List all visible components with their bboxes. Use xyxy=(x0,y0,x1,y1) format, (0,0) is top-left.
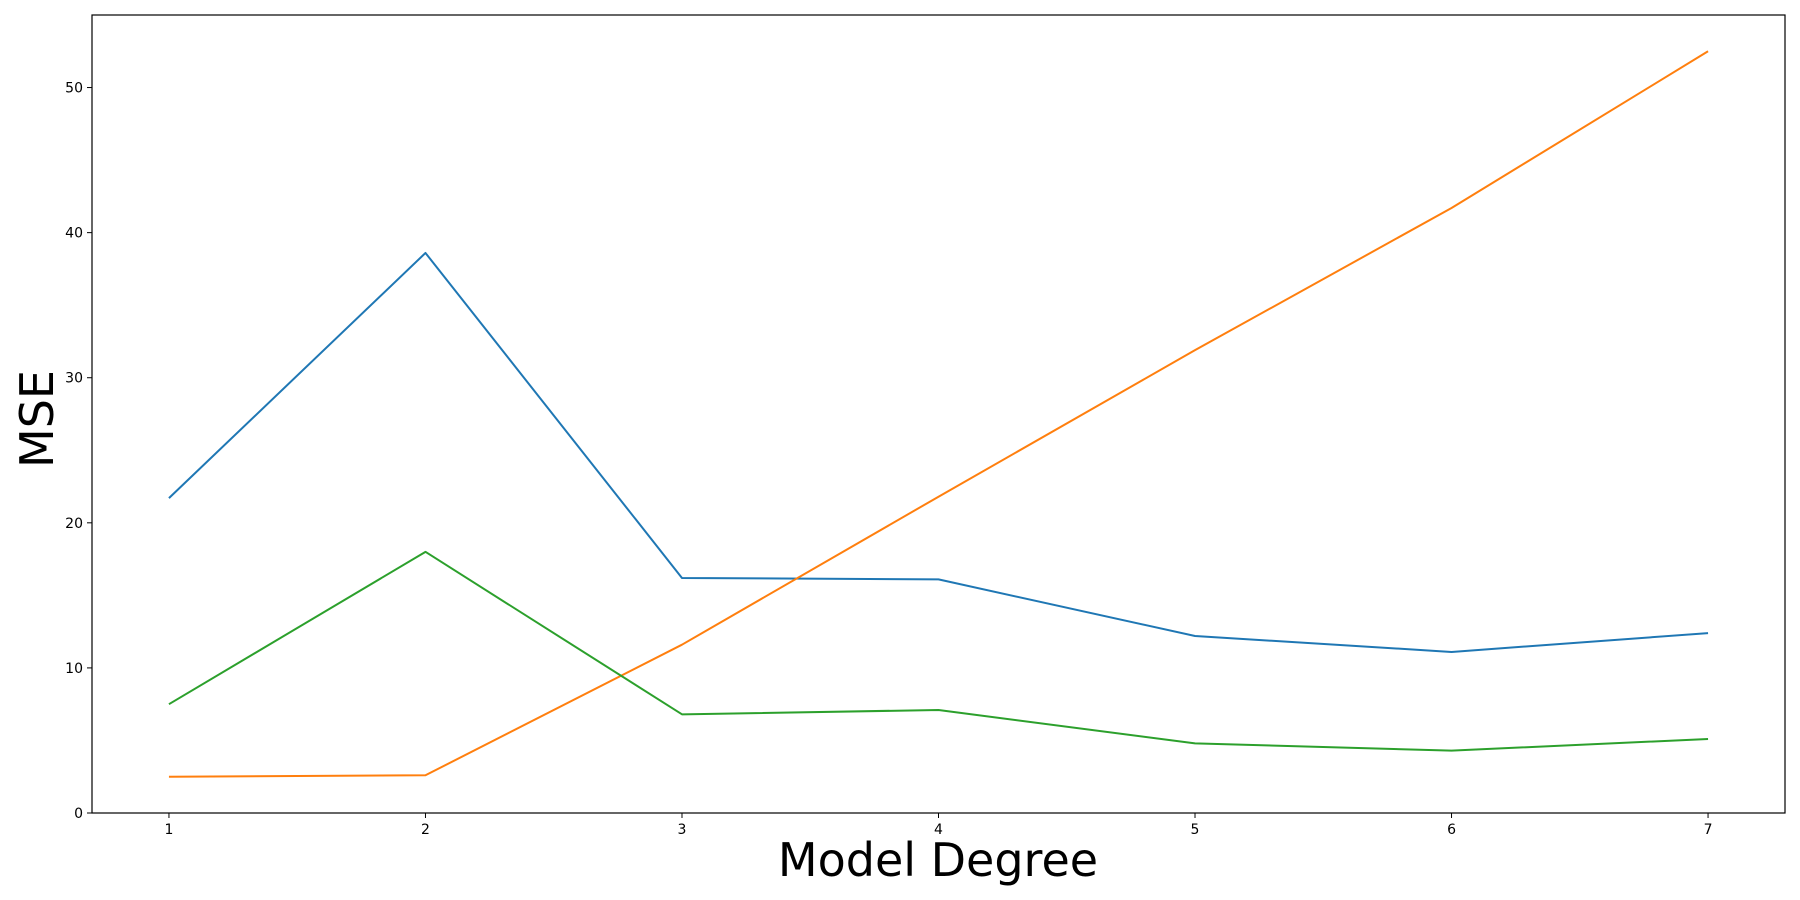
y-tick-label: 10 xyxy=(65,661,83,677)
y-tick-label: 0 xyxy=(74,806,83,822)
x-axis-ticks: 1 2 3 4 5 6 7 xyxy=(164,813,1713,838)
series-line-3 xyxy=(168,550,1709,752)
y-axis-ticks: 0 10 20 30 40 50 xyxy=(65,81,92,822)
x-axis-title: Model Degree xyxy=(778,833,1098,887)
x-tick-label: 3 xyxy=(678,822,687,838)
y-tick-label: 40 xyxy=(65,226,83,242)
y-tick-label: 20 xyxy=(65,516,83,532)
x-tick-label: 4 xyxy=(934,822,943,838)
series-lines xyxy=(168,50,1709,778)
x-tick-label: 5 xyxy=(1191,822,1200,838)
series-line-2 xyxy=(168,50,1709,778)
x-tick-label: 6 xyxy=(1447,822,1456,838)
plot-area xyxy=(91,14,1786,814)
x-tick-label: 7 xyxy=(1704,822,1713,838)
y-tick-label: 30 xyxy=(65,371,83,387)
y-axis-title: MSE xyxy=(10,370,64,468)
x-tick-label: 1 xyxy=(164,822,173,838)
x-tick-label: 2 xyxy=(421,822,430,838)
y-tick-label: 50 xyxy=(65,81,83,97)
series-line-1 xyxy=(168,251,1709,653)
